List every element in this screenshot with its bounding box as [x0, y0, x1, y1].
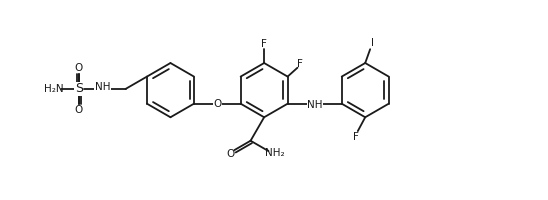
Text: O: O [226, 149, 235, 159]
Text: S: S [75, 82, 83, 95]
Text: O: O [75, 105, 83, 115]
Text: F: F [353, 132, 359, 142]
Text: I: I [370, 38, 374, 48]
Text: H₂N: H₂N [44, 84, 64, 94]
Text: H: H [97, 83, 105, 93]
Text: NH: NH [307, 100, 322, 110]
Text: O: O [75, 63, 83, 73]
Text: O: O [213, 99, 221, 109]
Text: NH: NH [95, 82, 110, 92]
Text: F: F [261, 39, 267, 49]
Text: NH₂: NH₂ [265, 148, 284, 158]
Text: F: F [297, 59, 303, 69]
